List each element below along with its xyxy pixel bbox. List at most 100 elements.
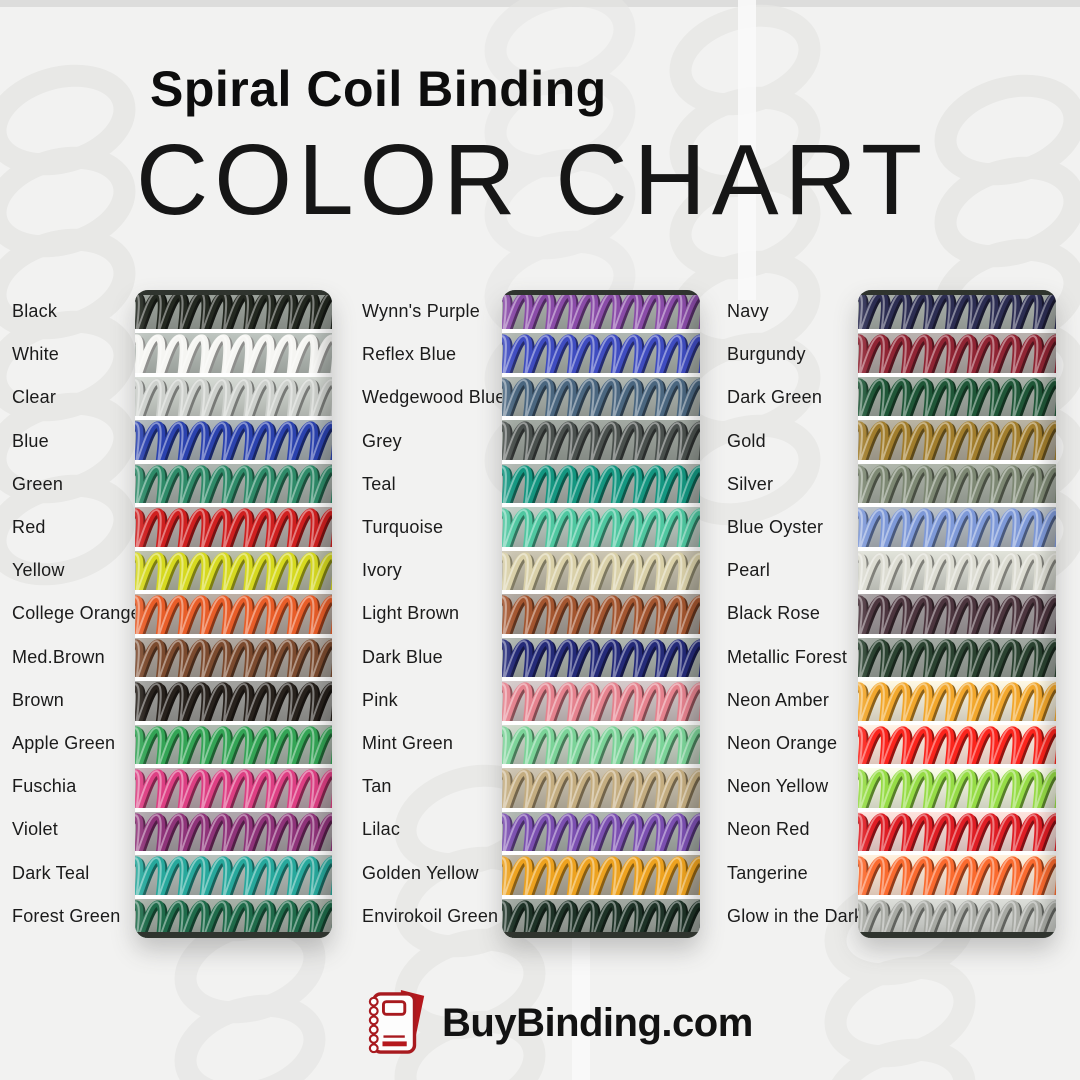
color-label: Dark Green xyxy=(727,387,823,408)
coil-graphic xyxy=(858,639,1056,678)
coil-swatch-row xyxy=(502,677,700,721)
brand-name: BuyBinding.com xyxy=(442,1000,753,1045)
color-label: Navy xyxy=(727,301,769,322)
coil-swatch-row xyxy=(502,459,700,504)
panel-top-edge xyxy=(858,290,1056,295)
coil-swatch-row xyxy=(502,590,700,634)
color-label: Wynn's Purple xyxy=(362,301,480,322)
coil-graphic xyxy=(135,769,332,808)
color-label: Brown xyxy=(12,689,65,710)
color-label: Metallic Forest xyxy=(727,646,848,667)
coil-swatch-row xyxy=(135,633,332,678)
color-label: Lilac xyxy=(362,819,401,840)
spiral-notebook-icon xyxy=(368,990,425,1054)
poster-title: Spiral Coil Binding xyxy=(150,61,607,117)
coil-graphic xyxy=(502,421,700,460)
coil-graphic xyxy=(858,421,1056,460)
coil-graphic xyxy=(858,291,1056,330)
coil-graphic xyxy=(135,552,332,591)
coil-sample-panel xyxy=(502,290,700,938)
coil-swatch-row xyxy=(135,503,332,547)
color-label: Neon Orange xyxy=(727,732,838,753)
color-label: Violet xyxy=(12,819,58,840)
color-label: Yellow xyxy=(12,560,65,581)
coil-graphic xyxy=(135,639,332,678)
color-label: Red xyxy=(12,517,46,538)
coil-graphic xyxy=(135,812,332,852)
coil-swatch-row xyxy=(135,416,332,460)
color-label: Silver xyxy=(727,473,774,494)
coil-graphic xyxy=(502,378,700,417)
coil-graphic xyxy=(135,856,332,895)
coil-graphic xyxy=(858,378,1056,417)
color-label: Light Brown xyxy=(362,603,460,624)
coil-swatch-row xyxy=(135,459,332,504)
coil-sample-panel xyxy=(858,290,1056,938)
panel-bottom-edge xyxy=(858,932,1056,938)
coil-graphic xyxy=(135,595,332,634)
color-label: Med.Brown xyxy=(12,646,105,667)
coil-graphic xyxy=(858,769,1056,808)
coil-graphic xyxy=(858,856,1056,895)
color-label: Apple Green xyxy=(12,732,116,753)
coil-swatch-row xyxy=(135,329,332,373)
coil-graphic xyxy=(502,334,700,373)
color-label: Envirokoil Green xyxy=(362,905,499,926)
coil-graphic xyxy=(858,812,1056,852)
coil-swatch-row xyxy=(858,503,1056,547)
coil-swatch-row xyxy=(858,459,1056,504)
color-label: Tangerine xyxy=(727,862,808,883)
coil-graphic xyxy=(502,595,700,634)
color-label: Dark Blue xyxy=(362,646,443,667)
color-label: Blue xyxy=(12,430,49,451)
coil-graphic xyxy=(135,334,332,373)
coil-swatch-row xyxy=(135,807,332,852)
coil-swatch-row xyxy=(858,894,1056,938)
coil-swatch-row xyxy=(502,290,700,330)
coil-graphic xyxy=(502,465,700,504)
coil-swatch-row xyxy=(502,329,700,373)
color-label: Pearl xyxy=(727,560,771,581)
coil-swatch-row xyxy=(502,720,700,765)
coil-sample-panel xyxy=(135,290,332,938)
coil-swatch-row xyxy=(135,894,332,938)
coil-swatch-row xyxy=(858,677,1056,721)
brand-footer: BuyBinding.com xyxy=(366,984,753,1062)
coil-graphic xyxy=(502,508,700,547)
color-label-column: Wynn's Purple Reflex Blue Wedgewood Blue Gr… xyxy=(362,290,506,938)
coil-graphic xyxy=(135,465,332,504)
color-label: Forest Green xyxy=(12,905,121,926)
color-label: Wedgewood Blue xyxy=(362,387,506,408)
coil-swatch-row xyxy=(858,290,1056,330)
coil-graphic xyxy=(135,726,332,765)
coil-swatch-row xyxy=(135,590,332,634)
coil-graphic xyxy=(502,291,700,330)
coil-swatch-row xyxy=(858,329,1056,373)
coil-swatch-row xyxy=(502,416,700,460)
panel-top-edge xyxy=(135,290,332,295)
coil-swatch-row xyxy=(502,633,700,678)
color-label: Clear xyxy=(12,387,57,408)
color-label: Ivory xyxy=(362,560,403,581)
color-label: Neon Red xyxy=(727,819,810,840)
coil-swatch-row xyxy=(858,590,1056,634)
coil-graphic xyxy=(135,682,332,721)
coil-swatch-row xyxy=(135,290,332,330)
coil-swatch-row xyxy=(135,546,332,591)
coil-swatch-row xyxy=(858,764,1056,808)
coil-graphic xyxy=(135,508,332,547)
poster-subtitle: COLOR CHART xyxy=(136,124,929,236)
color-label: Glow in the Dark xyxy=(727,905,864,926)
coil-graphic xyxy=(858,682,1056,721)
color-label: Fuschia xyxy=(12,776,77,797)
coil-swatch-row xyxy=(502,372,700,417)
coil-swatch-row xyxy=(135,677,332,721)
color-label: Gold xyxy=(727,430,766,451)
coil-graphic xyxy=(135,421,332,460)
coil-swatch-row xyxy=(858,851,1056,895)
coil-graphic xyxy=(858,726,1056,765)
coil-swatch-row xyxy=(135,720,332,765)
coil-swatch-row xyxy=(502,894,700,938)
color-label: Burgundy xyxy=(727,344,806,365)
coil-graphic xyxy=(858,899,1056,938)
